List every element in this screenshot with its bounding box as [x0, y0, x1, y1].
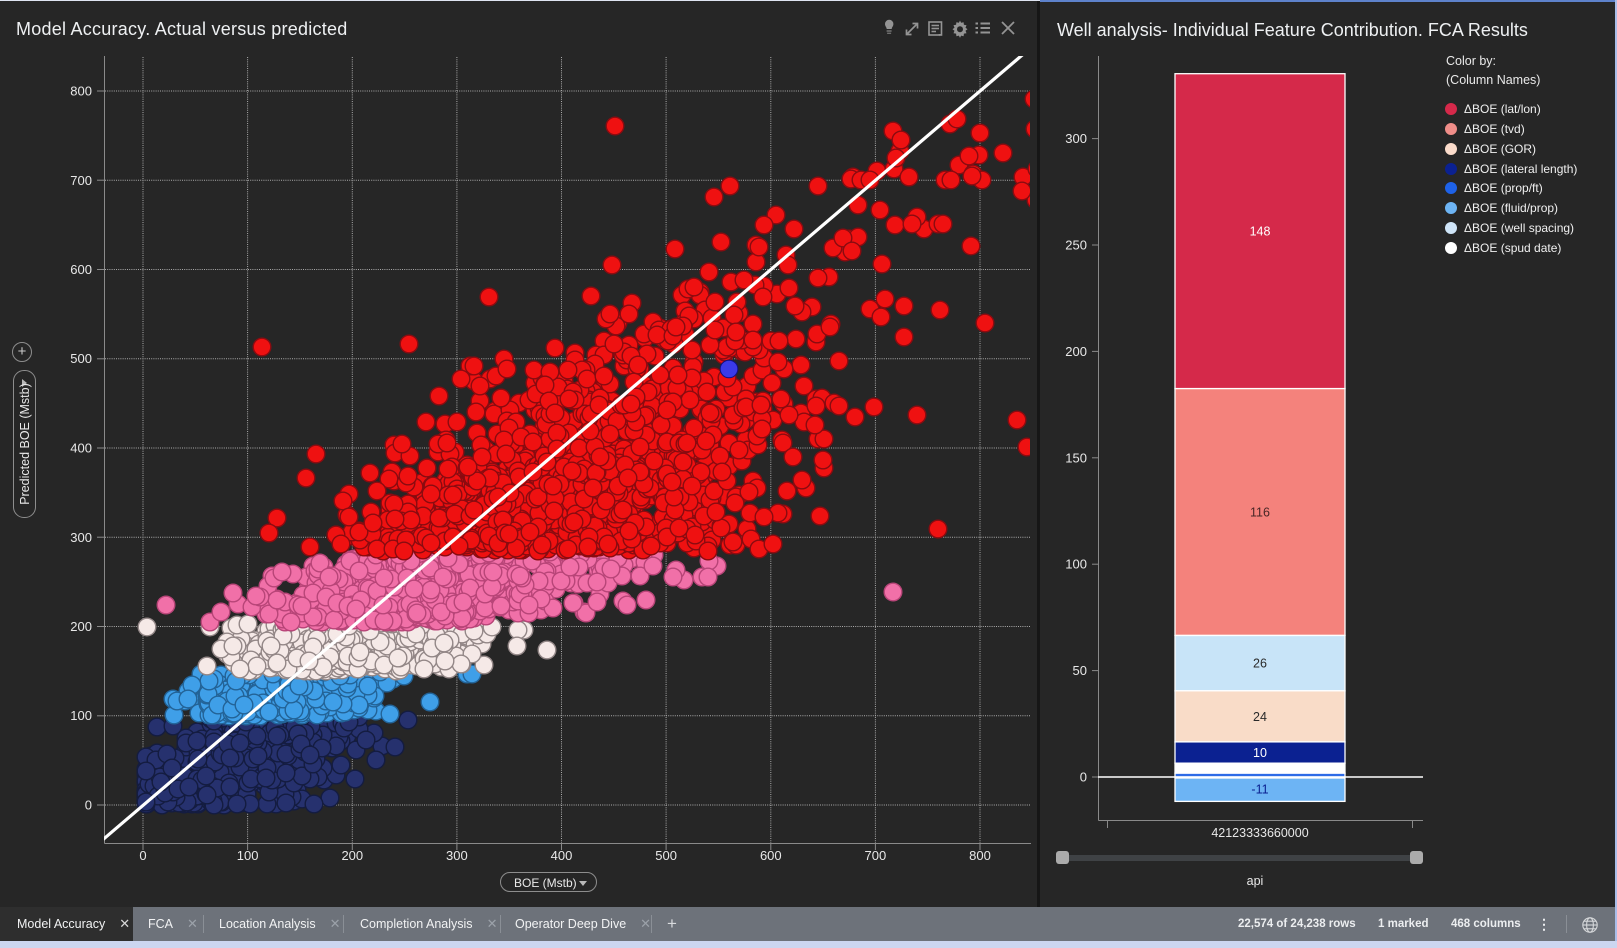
svg-text:100: 100 — [70, 708, 92, 723]
svg-text:100: 100 — [1065, 557, 1087, 572]
svg-text:500: 500 — [70, 351, 92, 366]
svg-text:10: 10 — [1253, 746, 1267, 760]
svg-text:200: 200 — [341, 848, 363, 863]
svg-text:200: 200 — [70, 619, 92, 634]
svg-text:100: 100 — [237, 848, 259, 863]
svg-text:700: 700 — [70, 173, 92, 188]
svg-text:-11: -11 — [1251, 783, 1268, 797]
svg-text:700: 700 — [865, 848, 887, 863]
svg-text:0: 0 — [1080, 770, 1087, 785]
svg-text:42123333660000: 42123333660000 — [1211, 826, 1308, 840]
svg-text:148: 148 — [1250, 225, 1271, 239]
svg-text:50: 50 — [1073, 663, 1087, 678]
svg-text:400: 400 — [551, 848, 573, 863]
svg-text:200: 200 — [1065, 344, 1087, 359]
svg-text:800: 800 — [969, 848, 991, 863]
svg-text:250: 250 — [1065, 238, 1087, 253]
svg-text:800: 800 — [70, 84, 92, 99]
svg-text:500: 500 — [655, 848, 677, 863]
svg-text:600: 600 — [70, 262, 92, 277]
svg-text:24: 24 — [1253, 710, 1267, 724]
svg-text:150: 150 — [1065, 450, 1087, 465]
svg-text:0: 0 — [139, 848, 146, 863]
svg-text:300: 300 — [1065, 131, 1087, 146]
svg-text:400: 400 — [70, 441, 92, 456]
svg-text:116: 116 — [1250, 506, 1270, 520]
svg-text:26: 26 — [1253, 657, 1267, 671]
svg-text:300: 300 — [70, 530, 92, 545]
svg-text:600: 600 — [760, 848, 782, 863]
svg-text:300: 300 — [446, 848, 468, 863]
svg-text:0: 0 — [85, 798, 92, 813]
